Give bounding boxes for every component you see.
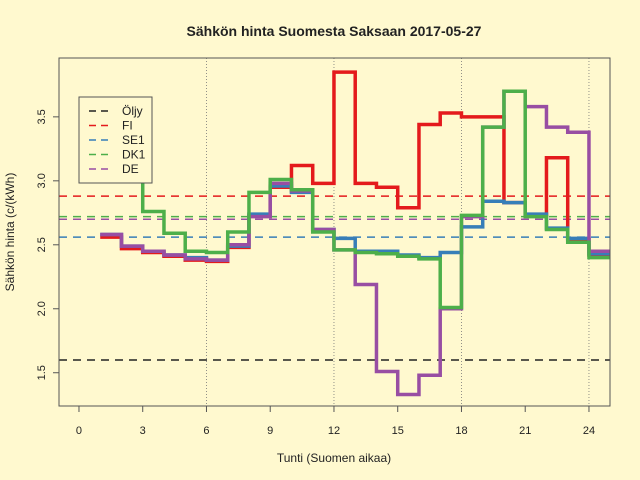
legend-label: DK1 bbox=[122, 148, 146, 162]
y-tick-label: 2.0 bbox=[36, 301, 48, 316]
legend-label: FI bbox=[122, 119, 133, 133]
x-tick-label: 12 bbox=[328, 425, 340, 437]
x-tick-label: 6 bbox=[203, 425, 209, 437]
plot-frame bbox=[58, 57, 611, 407]
x-tick-label: 21 bbox=[519, 425, 531, 437]
series-line-dk1 bbox=[100, 89, 611, 310]
mean-lines bbox=[59, 195, 610, 361]
grid-lines bbox=[206, 58, 590, 406]
axes: 0 3 6 9 12 15 18 21 24 1.5 2.0 2.5 3.0 3.5 bbox=[36, 57, 611, 437]
y-axis-label: Sähkön hinta (c/(kWh) bbox=[3, 173, 17, 292]
y-tick-label: 3.5 bbox=[36, 109, 48, 124]
x-tick-label: 15 bbox=[392, 425, 404, 437]
legend-label: SE1 bbox=[122, 133, 145, 147]
x-tick-label: 9 bbox=[267, 425, 273, 437]
legend-label: Öljy bbox=[122, 104, 143, 118]
x-tick-label: 0 bbox=[76, 425, 82, 437]
y-tick-label: 3.0 bbox=[36, 173, 48, 188]
y-tick-label: 1.5 bbox=[36, 365, 48, 380]
x-tick-label: 18 bbox=[455, 425, 467, 437]
legend-label: DE bbox=[122, 162, 139, 176]
series-lines bbox=[100, 70, 611, 397]
chart-title: Sähkön hinta Suomesta Saksaan 2017-05-27 bbox=[187, 23, 482, 39]
x-tick-label: 3 bbox=[140, 425, 146, 437]
x-tick-label: 24 bbox=[583, 425, 595, 437]
x-axis-label: Tunti (Suomen aikaa) bbox=[277, 451, 391, 465]
y-tick-label: 2.5 bbox=[36, 237, 48, 252]
